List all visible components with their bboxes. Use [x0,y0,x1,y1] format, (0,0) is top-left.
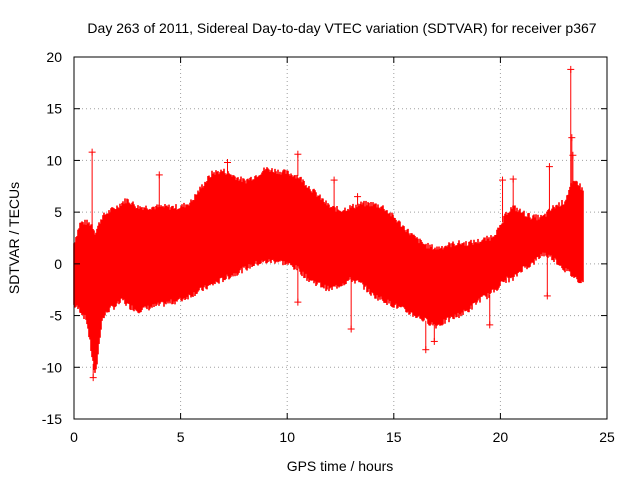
outlier-point [569,151,577,159]
y-tick-label: 20 [46,49,62,65]
x-tick-label: 5 [177,429,185,445]
y-tick-label: -5 [50,308,63,324]
outlier-point [294,298,302,306]
x-tick-label: 20 [493,429,509,445]
x-tick-label: 10 [279,429,295,445]
outlier-point [88,148,96,156]
outlier-point [379,208,387,216]
outlier-point [430,337,438,345]
x-tick-label: 25 [599,429,615,445]
outlier-point [509,175,517,183]
outlier-point [422,346,430,354]
axis-ticks: 0 5 10 15 20 25 -15 -10 -5 0 5 10 15 20 [42,49,615,445]
outlier-point [347,325,355,333]
outlier-point [543,292,551,300]
outlier-point [330,176,338,184]
outlier-point [89,374,97,382]
outlier-point [545,163,553,171]
x-tick-label: 15 [386,429,402,445]
outlier-point [499,176,507,184]
outlier-point [224,158,232,166]
plot-frame [73,56,608,420]
y-tick-label: 0 [54,256,62,272]
outlier-point [568,134,576,142]
outlier-point [567,65,575,73]
x-tick-label: 0 [70,429,78,445]
y-tick-label: -15 [42,411,62,427]
outlier-point [354,193,362,201]
outlier-point [486,321,494,329]
y-tick-label: -10 [42,359,62,375]
outlier-point [294,150,302,158]
y-axis-label: SDTVAR / TECUs [6,182,22,294]
outlier-point [155,171,163,179]
y-tick-label: 5 [54,204,62,220]
y-tick-label: 10 [46,152,62,168]
data-series [73,65,584,382]
chart-title: Day 263 of 2011, Sidereal Day-to-day VTE… [87,20,596,36]
y-tick-label: 15 [46,101,62,117]
x-axis-label: GPS time / hours [287,458,394,474]
